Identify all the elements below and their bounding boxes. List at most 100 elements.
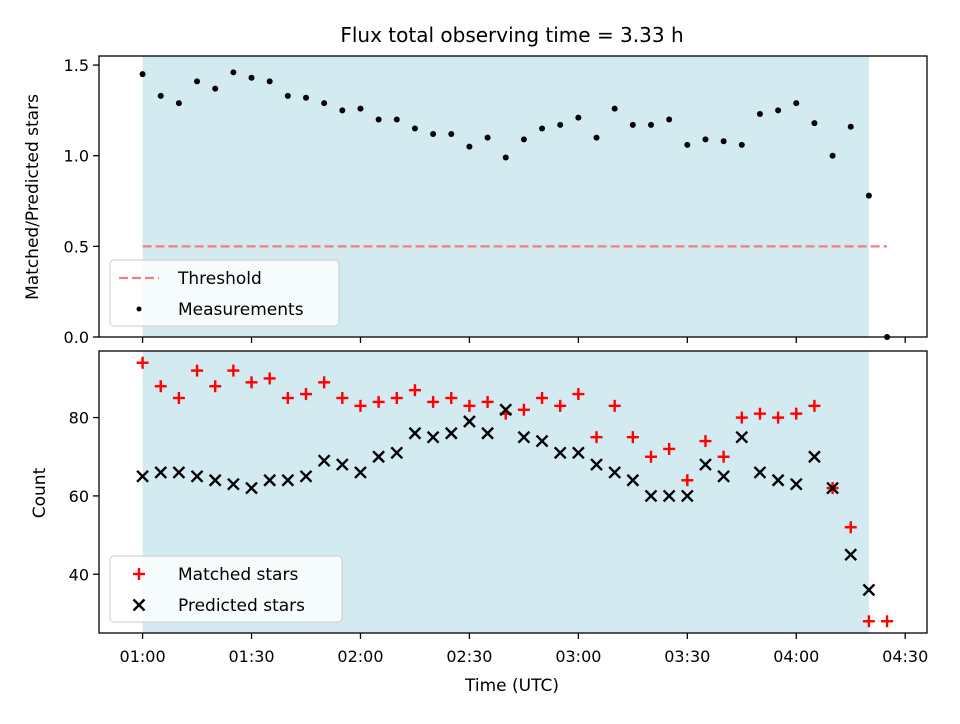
bottom-series-predicted-stars-point (844, 548, 858, 562)
bottom-y-tick-label: 60 (69, 487, 89, 506)
bottom-series-predicted-stars-point-b (771, 473, 785, 487)
bottom-series-matched-stars-point (517, 403, 530, 416)
top-panel: 0.0 0.5 1.0 1.5 Threshold Measurements (64, 55, 928, 347)
bottom-y-axis-label: Count (30, 467, 50, 518)
x-tick-label: 04:00 (773, 647, 819, 666)
bottom-series-predicted-stars-point (299, 469, 313, 483)
top-series-measurements-point (539, 125, 546, 132)
bottom-series-predicted-stars-point-b (680, 489, 694, 503)
bottom-series-predicted-stars-point-b (245, 481, 258, 495)
bottom-series-matched-stars-point (408, 384, 421, 397)
bottom-series-predicted-stars-point-b (572, 446, 585, 460)
top-series-measurements-point (520, 136, 527, 143)
top-series-measurements-point (811, 120, 818, 127)
bottom-series-predicted-stars-point-b (444, 426, 458, 440)
top-series-measurements-point (484, 134, 491, 141)
top-series-measurements-point (865, 192, 872, 199)
bottom-series-matched-stars-point (463, 399, 476, 412)
bottom-legend-predicted-stars-swatch (132, 598, 146, 612)
top-series-measurements-point (448, 130, 455, 137)
bottom-legend: Matched stars Predicted stars (109, 555, 343, 623)
bottom-series-matched-stars-point (772, 411, 785, 424)
bottom-series-predicted-stars-point (463, 415, 476, 428)
bottom-series-predicted-stars-point-b (408, 426, 422, 440)
bottom-series-predicted-stars-point (680, 489, 694, 503)
bottom-series-matched-stars-point (808, 399, 821, 412)
bottom-series-matched-stars-point (481, 395, 494, 408)
bottom-series-predicted-stars-point-b (590, 458, 603, 471)
top-series-measurements-point (466, 143, 473, 150)
bottom-series-predicted-stars-point-b (299, 469, 313, 483)
bottom-series-predicted-stars-point-b (263, 473, 277, 487)
top-series-measurements-point (339, 107, 346, 114)
bottom-series-predicted-stars-point (426, 430, 440, 444)
bottom-series-matched-stars-point (590, 431, 603, 444)
bottom-legend-predicted-stars-swatch-b (132, 598, 146, 612)
bottom-series-matched-stars-point (318, 376, 331, 389)
bottom-series-predicted-stars-point (154, 466, 168, 479)
top-axes-frame (98, 55, 928, 338)
bottom-series-matched-stars-point (844, 521, 857, 534)
top-series-measurements-point (157, 92, 164, 99)
bottom-series-predicted-stars-point (808, 450, 821, 464)
top-series-measurements-point (175, 100, 182, 107)
bottom-series-matched-stars-point (300, 388, 312, 401)
bottom-series-predicted-stars-point (699, 458, 712, 471)
top-series-measurements-point (284, 92, 291, 99)
bottom-series-predicted-stars-point (227, 477, 240, 491)
bottom-series-matched-stars-point (681, 474, 694, 487)
bottom-legend-matched-stars-swatch (133, 568, 145, 580)
top-series-measurements-point (720, 138, 727, 145)
bottom-series-predicted-stars-point-b (227, 477, 240, 491)
top-y-tick-label: 1.0 (64, 147, 89, 166)
bottom-series-predicted-stars-point-b (553, 446, 567, 460)
bottom-series-predicted-stars-point-b (499, 403, 513, 417)
top-series-measurements-point (702, 136, 709, 143)
bottom-series-matched-stars-point (536, 392, 549, 404)
bottom-series-matched-stars-point (735, 411, 748, 424)
bottom-series-predicted-stars-point (826, 481, 839, 495)
bottom-series-predicted-stars-point-b (699, 458, 712, 471)
top-legend: Threshold Measurements (109, 259, 340, 327)
bottom-series-predicted-stars-point (862, 583, 876, 597)
bottom-series-predicted-stars-point (590, 458, 603, 471)
bottom-series-predicted-stars-point (444, 426, 458, 440)
bottom-series-predicted-stars-point (553, 446, 567, 460)
x-tick-label: 01:30 (228, 647, 274, 666)
bottom-series-predicted-stars-point-b (335, 458, 349, 471)
bottom-series-matched-stars-point (645, 450, 657, 463)
top-y-tick-label: 1.5 (64, 56, 89, 75)
bottom-legend-box (109, 555, 343, 623)
top-series-measurements-point (375, 116, 382, 123)
bottom-series-matched-stars-point (263, 372, 276, 385)
bottom-series-predicted-stars-point (572, 446, 585, 460)
bottom-series-predicted-stars-point (789, 477, 803, 491)
bottom-series-predicted-stars-point-b (317, 454, 331, 468)
bottom-legend-matched-stars-label: Matched stars (178, 565, 298, 585)
bottom-series-predicted-stars-point-b (426, 430, 440, 444)
bottom-series-matched-stars-point (862, 615, 875, 628)
bottom-series-predicted-stars-point (535, 434, 549, 448)
top-legend-threshold-label: Threshold (177, 269, 262, 289)
bottom-series-predicted-stars-point-b (372, 450, 385, 464)
bottom-series-predicted-stars-point (771, 473, 785, 487)
bottom-series-predicted-stars-point-b (154, 466, 168, 479)
bottom-y-tick-label: 80 (69, 409, 89, 428)
top-series-measurements-point (629, 121, 636, 128)
top-series-measurements-point (738, 141, 745, 148)
bottom-series-predicted-stars-point (735, 430, 749, 444)
bottom-series-predicted-stars-point-b (735, 430, 749, 444)
bottom-series-predicted-stars-point (408, 426, 422, 440)
top-series-measurements-point (793, 100, 800, 107)
bottom-series-matched-stars-point (790, 407, 803, 420)
bottom-series-predicted-stars-point (281, 473, 295, 487)
bottom-legend-predicted-stars-label: Predicted stars (178, 596, 305, 616)
bottom-series-matched-stars-point (572, 388, 585, 401)
top-series-measurements-point (139, 71, 146, 78)
x-tick-label: 03:30 (664, 647, 710, 666)
bottom-series-predicted-stars-point (208, 473, 222, 487)
bottom-series-matched-stars-point (154, 380, 167, 393)
bottom-series-predicted-stars-point-b (789, 477, 803, 491)
